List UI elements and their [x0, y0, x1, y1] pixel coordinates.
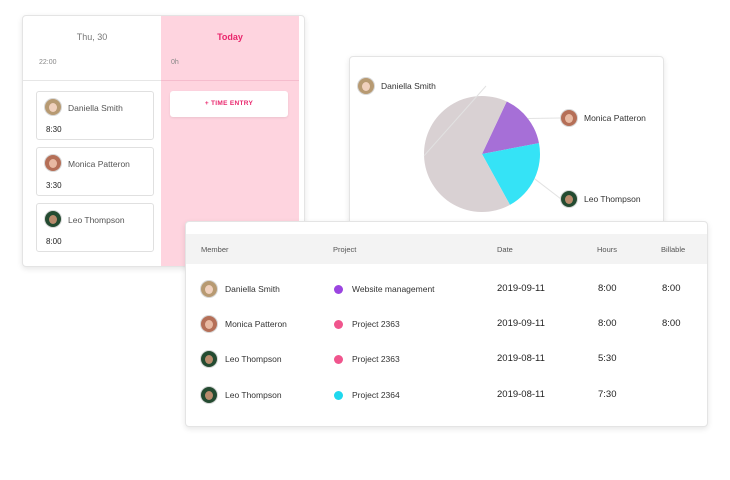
- entry-date: 2019-08-11: [497, 353, 545, 364]
- avatar: [561, 191, 577, 207]
- project-color-dot: [334, 320, 343, 329]
- avatar: [201, 351, 217, 367]
- time-entry-card[interactable]: Leo Thompson 8:00: [36, 203, 154, 252]
- entry-duration: 3:30: [46, 181, 62, 190]
- entry-hours: 8:00: [598, 318, 617, 329]
- project-color-dot: [334, 355, 343, 364]
- header-project[interactable]: Project: [333, 245, 357, 254]
- project-name: Project 2364: [352, 390, 400, 400]
- header-date[interactable]: Date: [497, 245, 513, 254]
- legend-label: Monica Patteron: [584, 113, 646, 123]
- pie-chart-card: Daniella Smith Monica Patteron Leo Thomp…: [349, 56, 664, 226]
- table-row[interactable]: Leo Thompson Project 2364 2019-08-11 7:3…: [186, 378, 707, 412]
- pie-slice-leo: [482, 143, 540, 205]
- table-row[interactable]: Leo Thompson Project 2363 2019-08-11 5:3…: [186, 342, 707, 376]
- entry-billable: 8:00: [662, 283, 681, 294]
- pie-leader-line: [534, 178, 562, 200]
- legend-label: Leo Thompson: [584, 194, 641, 204]
- project-name: Project 2363: [352, 354, 400, 364]
- calendar-column-thu: Thu, 30 22:00 Daniella Smith 8:30 Monica…: [23, 16, 161, 266]
- entry-duration: 8:30: [46, 125, 62, 134]
- pie-label-daniella: Daniella Smith: [358, 78, 436, 94]
- pie-leader-line: [423, 85, 487, 157]
- entry-member-name: Leo Thompson: [68, 215, 125, 225]
- entry-member-name: Monica Patteron: [68, 159, 130, 169]
- header-member[interactable]: Member: [201, 245, 229, 254]
- table-row[interactable]: Monica Patteron Project 2363 2019-09-11 …: [186, 307, 707, 341]
- time-entry-card[interactable]: Monica Patteron 3:30: [36, 147, 154, 196]
- avatar: [358, 78, 374, 94]
- calendar-card: Thu, 30 22:00 Daniella Smith 8:30 Monica…: [22, 15, 305, 267]
- column-total-thu: 22:00: [39, 59, 57, 66]
- entry-duration: 8:00: [46, 237, 62, 246]
- entry-date: 2019-09-11: [497, 318, 545, 329]
- avatar: [561, 110, 577, 126]
- member-name: Leo Thompson: [225, 354, 282, 364]
- avatar: [201, 281, 217, 297]
- pie-label-leo: Leo Thompson: [561, 191, 641, 207]
- entry-billable: 8:00: [662, 318, 681, 329]
- column-header-thu: Thu, 30: [76, 32, 108, 42]
- header-hours[interactable]: Hours: [597, 245, 618, 254]
- column-divider: [23, 80, 161, 81]
- avatar: [45, 211, 61, 227]
- pie-chart: [423, 85, 562, 212]
- pie-slice-monica: [482, 101, 539, 154]
- pie-label-monica: Monica Patteron: [561, 110, 646, 126]
- column-divider: [161, 80, 299, 81]
- entry-hours: 7:30: [598, 389, 617, 400]
- entry-date: 2019-08-11: [497, 389, 545, 400]
- entry-member-name: Daniella Smith: [68, 103, 123, 113]
- header-billable[interactable]: Billable: [661, 245, 686, 254]
- project-color-dot: [334, 285, 343, 294]
- entry-date: 2019-09-11: [497, 283, 545, 294]
- avatar: [201, 316, 217, 332]
- avatar: [201, 387, 217, 403]
- time-entry-card[interactable]: Daniella Smith 8:30: [36, 91, 154, 140]
- member-name: Daniella Smith: [225, 284, 280, 294]
- member-name: Leo Thompson: [225, 390, 282, 400]
- pie-slice-daniella: [424, 96, 510, 212]
- entry-hours: 8:00: [598, 283, 617, 294]
- entry-hours: 5:30: [598, 353, 617, 364]
- avatar: [45, 99, 61, 115]
- project-name: Website management: [352, 284, 435, 294]
- table-row[interactable]: Daniella Smith Website management 2019-0…: [186, 272, 707, 306]
- legend-label: Daniella Smith: [381, 81, 436, 91]
- project-name: Project 2363: [352, 319, 400, 329]
- column-header-today: Today: [217, 32, 243, 42]
- member-name: Monica Patteron: [225, 319, 287, 329]
- avatar: [45, 155, 61, 171]
- project-color-dot: [334, 391, 343, 400]
- table-header: Member Project Date Hours Billable: [186, 234, 707, 264]
- column-total-today: 0h: [171, 59, 179, 66]
- add-time-entry-button[interactable]: + TIME ENTRY: [170, 91, 288, 117]
- time-report-table: Member Project Date Hours Billable Danie…: [185, 221, 708, 427]
